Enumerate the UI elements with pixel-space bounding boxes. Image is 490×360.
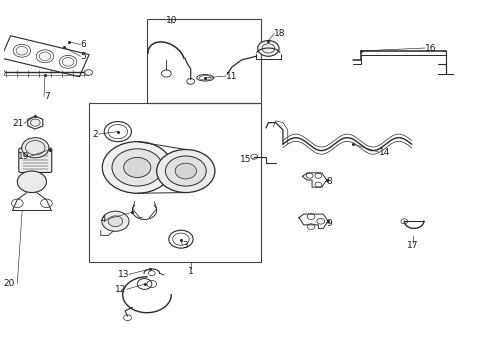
Circle shape <box>16 46 28 55</box>
Text: 12: 12 <box>115 285 126 294</box>
Circle shape <box>102 141 172 193</box>
Circle shape <box>157 149 215 193</box>
Text: 9: 9 <box>327 219 332 228</box>
Text: 18: 18 <box>274 29 286 38</box>
Text: 17: 17 <box>407 241 419 250</box>
Circle shape <box>0 69 5 75</box>
Text: 8: 8 <box>327 177 332 186</box>
Text: 5: 5 <box>80 52 86 61</box>
Circle shape <box>108 216 122 226</box>
Text: 7: 7 <box>44 92 50 101</box>
Text: 19: 19 <box>18 152 29 161</box>
Circle shape <box>258 41 279 56</box>
Circle shape <box>175 163 196 179</box>
Circle shape <box>102 211 129 231</box>
Text: 11: 11 <box>226 72 238 81</box>
Text: 3: 3 <box>182 241 188 250</box>
Circle shape <box>17 171 47 193</box>
Text: 15: 15 <box>240 155 251 164</box>
Text: 4: 4 <box>100 215 106 224</box>
Circle shape <box>123 157 151 177</box>
Circle shape <box>30 119 40 126</box>
Circle shape <box>62 58 74 66</box>
Circle shape <box>166 156 206 186</box>
Text: 16: 16 <box>425 44 436 53</box>
Circle shape <box>22 138 49 158</box>
Text: 1: 1 <box>188 267 194 276</box>
Text: 14: 14 <box>379 148 390 157</box>
Text: 2: 2 <box>93 130 98 139</box>
Text: 6: 6 <box>80 40 86 49</box>
Circle shape <box>85 69 93 75</box>
Text: 21: 21 <box>13 119 24 128</box>
Text: 13: 13 <box>118 270 129 279</box>
FancyBboxPatch shape <box>19 148 52 172</box>
Circle shape <box>112 149 163 186</box>
Circle shape <box>39 52 51 60</box>
Text: 20: 20 <box>3 279 14 288</box>
Text: 10: 10 <box>166 16 177 25</box>
